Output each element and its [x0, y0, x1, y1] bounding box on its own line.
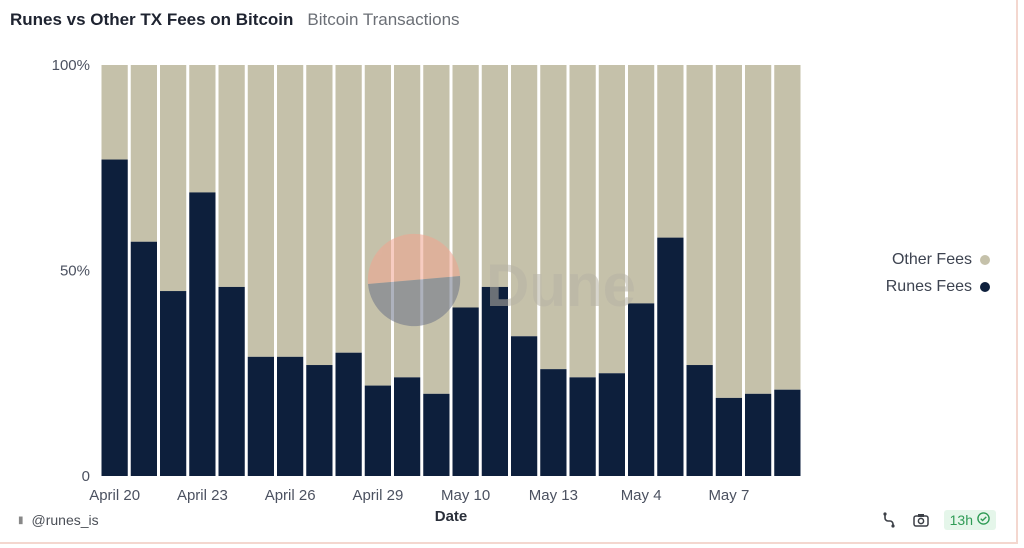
refresh-status-badge[interactable]: 13h	[943, 510, 996, 530]
x-tick-label: April 23	[177, 487, 228, 504]
camera-icon[interactable]	[912, 511, 930, 529]
bar-runes-fees[interactable]	[160, 291, 187, 476]
bar-other-fees[interactable]	[130, 65, 157, 242]
bar-other-fees[interactable]	[277, 65, 304, 357]
bar-runes-fees[interactable]	[423, 393, 450, 476]
bar-runes-fees[interactable]	[511, 336, 538, 476]
legend-label-other-fees: Other Fees	[891, 250, 972, 268]
legend-item-other-fees[interactable]: Other Fees	[866, 246, 990, 273]
bar-other-fees[interactable]	[686, 65, 713, 366]
bar-runes-fees[interactable]	[774, 389, 801, 476]
bar-runes-fees[interactable]	[657, 237, 684, 476]
bar-runes-fees[interactable]	[452, 307, 479, 476]
bar-runes-fees[interactable]	[364, 385, 391, 476]
bar-runes-fees[interactable]	[628, 303, 655, 476]
chart-subtitle[interactable]: Bitcoin Transactions	[307, 10, 460, 29]
bar-runes-fees[interactable]	[189, 192, 216, 476]
legend-swatch-runes-fees	[980, 281, 990, 292]
bar-other-fees[interactable]	[511, 65, 538, 337]
bar-other-fees[interactable]	[598, 65, 625, 374]
author-handle: @runes_is	[31, 512, 99, 528]
bar-other-fees[interactable]	[745, 65, 772, 394]
legend: Other Fees Runes Fees	[866, 246, 990, 300]
refresh-age: 13h	[949, 512, 973, 528]
x-tick-label: May 7	[708, 487, 749, 504]
bar-other-fees[interactable]	[628, 65, 655, 304]
bar-other-fees[interactable]	[394, 65, 421, 378]
x-axis-label: Date	[435, 508, 468, 525]
bar-other-fees[interactable]	[715, 65, 742, 398]
legend-item-runes-fees[interactable]: Runes Fees	[866, 273, 990, 300]
bar-other-fees[interactable]	[481, 65, 508, 287]
bar-runes-fees[interactable]	[715, 397, 742, 476]
bar-runes-fees[interactable]	[218, 286, 245, 476]
bar-runes-fees[interactable]	[130, 241, 157, 476]
bar-runes-fees[interactable]	[277, 356, 304, 476]
bar-runes-fees[interactable]	[745, 393, 772, 476]
x-tick-label: April 29	[352, 487, 403, 504]
bar-runes-fees[interactable]	[306, 365, 333, 476]
watermark-text: Dune	[486, 252, 636, 319]
x-tick-label: May 10	[441, 487, 490, 504]
bar-other-fees[interactable]	[569, 65, 596, 378]
y-tick-label: 100%	[52, 57, 90, 74]
chart-title[interactable]: Runes vs Other TX Fees on Bitcoin	[10, 10, 294, 29]
bar-runes-fees[interactable]	[247, 356, 274, 476]
y-tick-label: 50%	[60, 263, 90, 280]
author-attribution[interactable]: ▮ @runes_is	[18, 512, 99, 528]
bar-other-fees[interactable]	[335, 65, 362, 353]
bar-other-fees[interactable]	[774, 65, 801, 390]
bar-other-fees[interactable]	[160, 65, 187, 292]
watermark-logo-top	[367, 233, 460, 284]
x-tick-label: April 20	[89, 487, 140, 504]
dune-watermark: Dune	[367, 233, 636, 327]
check-circle-icon	[977, 512, 990, 528]
bar-other-fees[interactable]	[247, 65, 274, 357]
bar-runes-fees[interactable]	[598, 373, 625, 476]
x-tick-label: May 4	[621, 487, 662, 504]
bar-runes-fees[interactable]	[394, 377, 421, 476]
bar-other-fees[interactable]	[657, 65, 684, 238]
author-avatar-icon: ▮	[18, 514, 24, 526]
watermark-logo-bottom	[368, 276, 461, 327]
bar-other-fees[interactable]	[218, 65, 245, 287]
chart-header: Runes vs Other TX Fees on Bitcoin Bitcoi…	[10, 10, 460, 34]
bar-runes-fees[interactable]	[481, 286, 508, 476]
bar-runes-fees[interactable]	[335, 352, 362, 476]
x-tick-label: April 26	[265, 487, 316, 504]
bar-other-fees[interactable]	[101, 65, 128, 160]
bar-other-fees[interactable]	[364, 65, 391, 386]
bar-runes-fees[interactable]	[569, 377, 596, 476]
bar-other-fees[interactable]	[540, 65, 567, 370]
bar-other-fees[interactable]	[306, 65, 333, 366]
legend-label-runes-fees: Runes Fees	[885, 277, 972, 295]
footer-actions: 13h	[880, 510, 996, 530]
x-tick-label: May 13	[529, 487, 578, 504]
bar-other-fees[interactable]	[189, 65, 216, 193]
legend-swatch-other-fees	[980, 254, 990, 265]
bar-runes-fees[interactable]	[101, 159, 128, 476]
bar-other-fees[interactable]	[423, 65, 450, 394]
bar-runes-fees[interactable]	[686, 365, 713, 476]
y-tick-label: 0	[82, 468, 90, 485]
fork-icon[interactable]	[880, 511, 898, 529]
bar-runes-fees[interactable]	[540, 369, 567, 476]
